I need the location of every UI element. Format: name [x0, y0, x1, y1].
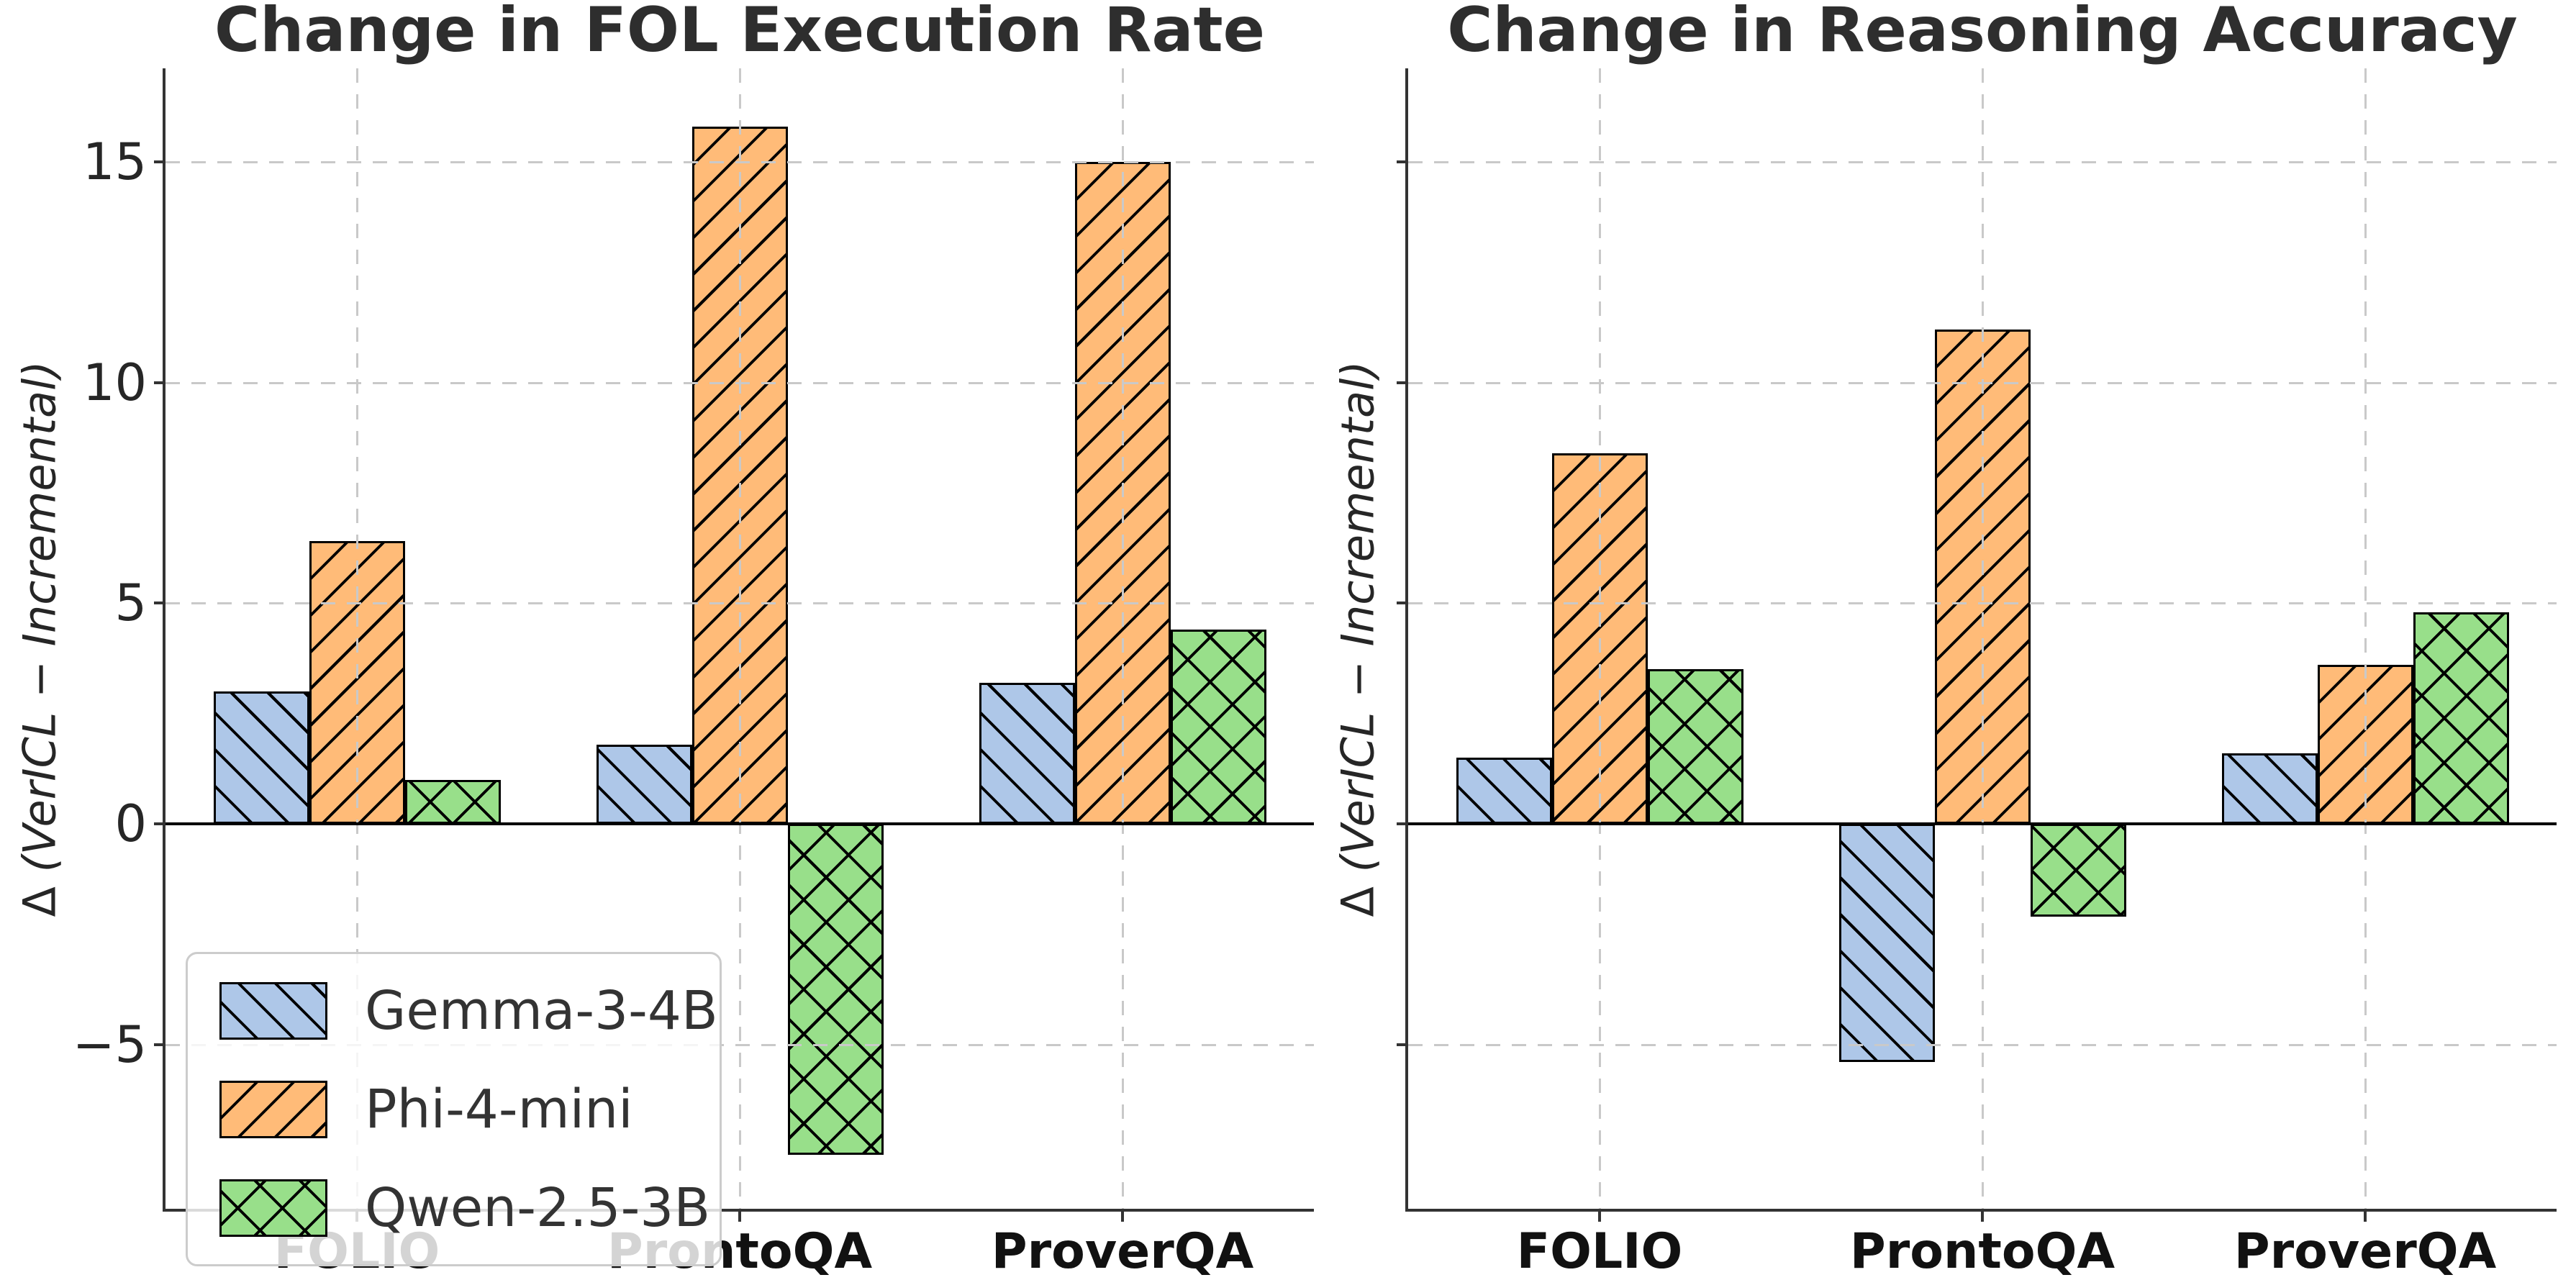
bar-folio-qwen-2.5-3b: [404, 779, 501, 824]
y-axis-label-text: (VerICL − Incremental): [1331, 360, 1384, 872]
bar-prontoqa-gemma-3-4b: [596, 744, 692, 824]
y-axis-spine: [1405, 68, 1408, 1212]
y-tickmark-5: [154, 602, 165, 605]
y-tickmark-15: [1397, 160, 1408, 163]
gridline-y-10: [165, 381, 1314, 384]
x-tickmark-folio: [1598, 1212, 1601, 1222]
gridline-vertical-proverqa: [2364, 68, 2367, 1209]
gridline-y-5: [1408, 602, 2557, 605]
x-tickmark-prontoqa: [1981, 1212, 1984, 1222]
y-tickmark-10: [1397, 381, 1408, 384]
x-tickmark-proverqa: [2364, 1212, 2367, 1222]
gridline-y-5: [165, 602, 1314, 605]
qwen-swatch-icon: [219, 1179, 327, 1237]
gridline-vertical-folio: [356, 68, 358, 1209]
y-axis-spine: [163, 68, 165, 1212]
gemma-swatch-icon: [219, 981, 327, 1040]
bar-proverqa-qwen-2.5-3b: [2413, 612, 2509, 824]
x-tickmark-proverqa: [1121, 1212, 1124, 1222]
gridline-y-10: [1408, 381, 2557, 384]
gridline-vertical-prontoqa: [1982, 68, 1984, 1209]
bar-prontoqa-qwen-2.5-3b: [2030, 824, 2126, 917]
y-tickmark-5: [1397, 602, 1408, 605]
x-tick-label-prontoqa: ProntoQA: [1849, 1223, 2115, 1280]
bar-folio-gemma-3-4b: [213, 691, 309, 824]
bar-folio-qwen-2.5-3b: [1647, 669, 1743, 824]
phi-swatch-icon: [219, 1080, 327, 1138]
gridline-vertical-prontoqa: [739, 68, 741, 1209]
legend-label-phi: Phi-4-mini: [365, 1078, 633, 1140]
bar-proverqa-qwen-2.5-3b: [1170, 630, 1266, 824]
x-tickmark-prontoqa: [738, 1212, 741, 1222]
gridline-y-15: [1408, 160, 2557, 163]
y-tick-label-0: 0: [114, 794, 147, 853]
y-tick-label-5: 5: [114, 573, 147, 633]
y-tickmark-0: [1397, 822, 1408, 825]
legend-item-qwen: Qwen-2.5-3B: [188, 1179, 720, 1237]
legend-label-gemma: Gemma-3-4B: [365, 979, 718, 1042]
legend-item-phi: Phi-4-mini: [188, 1078, 720, 1140]
zero-line: [165, 822, 1314, 825]
delta-symbol: Δ: [13, 871, 66, 917]
x-axis-spine: [163, 1209, 1314, 1212]
y-tickmark-0: [154, 822, 165, 825]
legend-label-qwen: Qwen-2.5-3B: [365, 1176, 711, 1239]
delta-symbol: Δ: [1331, 871, 1384, 917]
y-tickmark-15: [154, 160, 165, 163]
gridline-y-15: [165, 160, 1314, 163]
bar-folio-gemma-3-4b: [1456, 757, 1552, 824]
y-tickmark--5: [154, 1043, 165, 1046]
gridline-vertical-proverqa: [1122, 68, 1124, 1209]
bar-prontoqa-gemma-3-4b: [1838, 824, 1935, 1063]
legend: Gemma-3-4B Phi-4-mini Qwen-2.5-3B: [186, 952, 722, 1266]
y-tick-label-15: 15: [82, 132, 147, 191]
right-panel-title: Change in Reasoning Accuracy: [1447, 0, 2518, 66]
bar-proverqa-gemma-3-4b: [979, 682, 1075, 824]
x-tick-label-folio: FOLIO: [1516, 1223, 1683, 1280]
y-tick-label--5: −5: [72, 1015, 147, 1074]
right-y-axis-label: Δ (VerICL − Incremental): [1332, 360, 1384, 917]
y-tick-label-10: 10: [82, 353, 147, 412]
left-panel-title: Change in FOL Execution Rate: [214, 0, 1265, 66]
bar-proverqa-gemma-3-4b: [2221, 753, 2318, 824]
y-tickmark-10: [154, 381, 165, 384]
zero-line: [1408, 822, 2557, 825]
y-tickmark--5: [1397, 1043, 1408, 1046]
gridline-y--5: [165, 1043, 1314, 1046]
x-axis-spine: [1405, 1209, 2557, 1212]
legend-item-gemma: Gemma-3-4B: [188, 979, 720, 1042]
x-tick-label-proverqa: ProverQA: [2233, 1223, 2497, 1280]
gridline-y--5: [1408, 1043, 2557, 1046]
x-tick-label-proverqa: ProverQA: [991, 1223, 1254, 1280]
gridline-vertical-folio: [1599, 68, 1601, 1209]
bar-prontoqa-qwen-2.5-3b: [787, 824, 884, 1156]
